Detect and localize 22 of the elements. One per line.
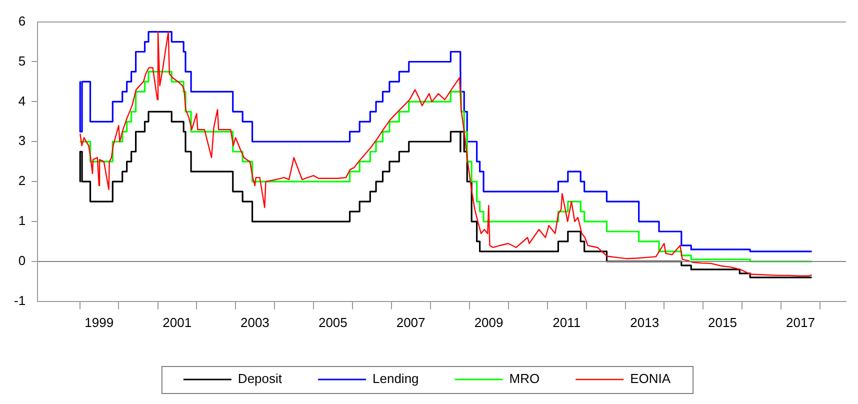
x-tick-label: 2003 (240, 314, 270, 330)
x-tick-label: 2013 (630, 314, 660, 330)
legend-label: Deposit (238, 371, 282, 386)
legend-label: EONIA (630, 371, 671, 386)
y-tick-label: 4 (18, 93, 26, 108)
y-tick-label: 3 (18, 133, 26, 148)
legend-label: Lending (372, 371, 419, 386)
y-tick-label: 2 (18, 173, 26, 188)
x-tick-label: 2011 (552, 314, 581, 330)
x-tick-label: 2007 (396, 314, 426, 330)
y-tick-label: 6 (18, 13, 26, 28)
x-tick-label: 2005 (318, 314, 348, 330)
legend-label: MRO (509, 371, 540, 386)
y-tick-label: 0 (18, 253, 26, 268)
x-tick-label: 2009 (474, 314, 504, 330)
y-tick-label: 1 (18, 213, 26, 228)
x-tick-label: 2001 (162, 314, 192, 330)
y-tick-label: 5 (18, 53, 26, 68)
x-tick-label: 2015 (708, 314, 737, 330)
x-tick-label: 2017 (786, 314, 815, 330)
x-tick-label: 1999 (84, 314, 114, 330)
y-tick-label: -1 (14, 292, 26, 308)
